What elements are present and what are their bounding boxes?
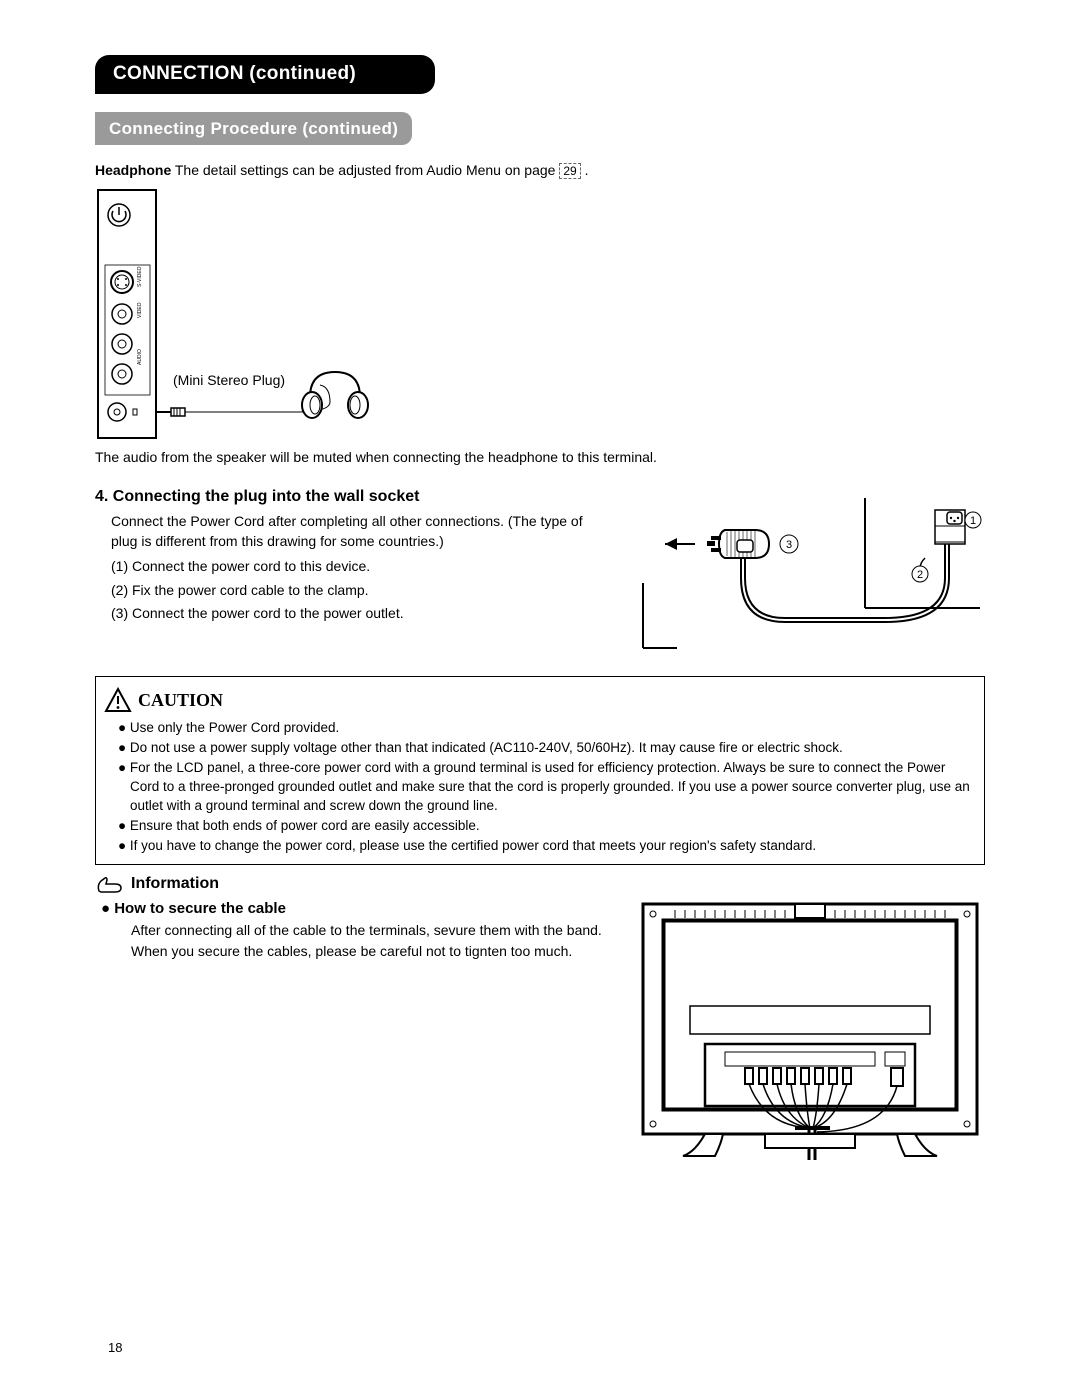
headphone-text: The detail settings can be adjusted from… (171, 162, 559, 178)
information-title: Information (131, 873, 219, 895)
svg-text:3: 3 (786, 539, 792, 551)
info-body-2: When you secure the cables, please be ca… (131, 942, 625, 962)
caution-item: ● For the LCD panel, a three-core power … (118, 759, 976, 816)
svg-text:(Mini Stereo Plug): (Mini Stereo Plug) (173, 372, 285, 388)
svg-text:1: 1 (970, 515, 976, 527)
svg-text:AUDIO: AUDIO (137, 349, 143, 365)
wall-socket-heading: 4. Connecting the plug into the wall soc… (95, 486, 605, 508)
page-number: 18 (108, 1339, 122, 1357)
information-header: Information (95, 873, 985, 895)
svg-text:2: 2 (917, 569, 923, 581)
headphone-label: Headphone (95, 162, 171, 178)
how-secure-heading: ● How to secure the cable (101, 898, 625, 919)
step-2: (2) Fix the power cord cable to the clam… (111, 581, 605, 601)
headphone-paragraph: Headphone The detail settings can be adj… (95, 161, 985, 181)
caution-title: CAUTION (138, 688, 223, 713)
svg-text:S-VIDEO: S-VIDEO (137, 266, 143, 287)
warning-icon (104, 687, 132, 713)
caution-item: ● Ensure that both ends of power cord ar… (118, 817, 976, 836)
step-1: (1) Connect the power cord to this devic… (111, 557, 605, 577)
caution-item: ● If you have to change the power cord, … (118, 837, 976, 856)
section-header-grey: Connecting Procedure (continued) (95, 112, 412, 146)
info-body-1: After connecting all of the cable to the… (131, 921, 625, 941)
plug-diagram: 1 2 (625, 478, 985, 659)
section-header-black: CONNECTION (continued) (95, 55, 435, 94)
hand-note-icon (95, 875, 123, 895)
headphone-diagram: S-VIDEO VIDEO AUDIO (Mini Stereo Plug) (95, 187, 405, 442)
caution-box: CAUTION ● Use only the Power Cord provid… (95, 676, 985, 865)
caution-item: ● Do not use a power supply voltage othe… (118, 739, 976, 758)
tv-back-diagram (635, 896, 985, 1172)
step-3: (3) Connect the power cord to the power … (111, 604, 605, 624)
headphone-note: The audio from the speaker will be muted… (95, 448, 985, 468)
caution-item: ● Use only the Power Cord provided. (118, 719, 976, 738)
wall-socket-intro: Connect the Power Cord after completing … (111, 512, 605, 551)
svg-text:VIDEO: VIDEO (137, 302, 143, 318)
page-reference: 29 (559, 163, 580, 179)
